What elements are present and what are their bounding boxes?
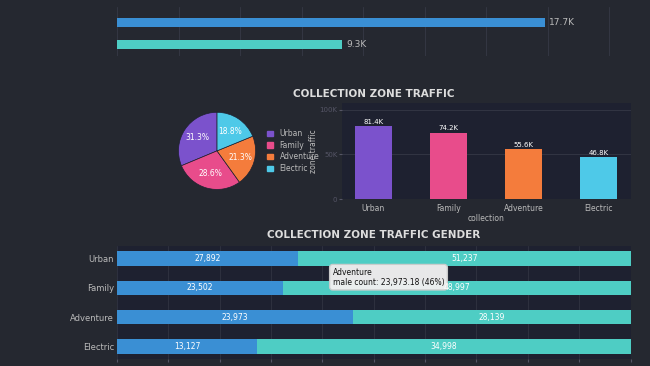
Bar [353,310,630,324]
Bar [298,251,630,266]
Text: Adventure
male count: 23,973.18 (46%): Adventure male count: 23,973.18 (46%) [333,268,445,287]
Legend: Urban, Family, Adventure, Electric: Urban, Family, Adventure, Electric [265,126,322,176]
Text: 28,139: 28,139 [478,313,505,322]
Text: 28.6%: 28.6% [198,169,222,178]
Bar [580,157,617,199]
Bar [117,18,545,27]
Bar [117,280,283,295]
Text: 13,127: 13,127 [174,342,200,351]
Text: 46.8K: 46.8K [588,150,608,156]
Text: 21.3%: 21.3% [228,153,252,162]
Bar [117,339,257,354]
Y-axis label: zone traffic: zone traffic [309,129,318,173]
Text: 17.7K: 17.7K [549,18,575,27]
Text: 74.2K: 74.2K [439,126,458,131]
Bar [355,126,392,199]
Text: 27,892: 27,892 [194,254,221,263]
Bar [117,40,342,49]
X-axis label: collection: collection [467,214,504,223]
Bar [257,339,630,354]
Bar [505,149,542,199]
Text: 23,973: 23,973 [222,313,248,322]
Text: 55.6K: 55.6K [514,142,534,148]
Title: COLLECTION ZONE TRAFFIC: COLLECTION ZONE TRAFFIC [293,89,454,99]
Text: 81.4K: 81.4K [363,119,383,125]
Bar [430,133,467,199]
Text: 9.3K: 9.3K [346,40,367,49]
Text: 34,998: 34,998 [430,342,457,351]
Bar [117,310,353,324]
Wedge shape [179,112,217,166]
Wedge shape [217,112,253,151]
Wedge shape [181,151,239,190]
Bar [117,251,298,266]
Bar [283,280,630,295]
Wedge shape [217,136,255,182]
Text: 48,997: 48,997 [444,283,471,292]
Text: 18.8%: 18.8% [218,127,242,135]
Text: 23,502: 23,502 [187,283,213,292]
Text: 51,237: 51,237 [451,254,478,263]
Title: COLLECTION ZONE TRAFFIC GENDER: COLLECTION ZONE TRAFFIC GENDER [267,230,480,240]
Text: 31.3%: 31.3% [185,133,209,142]
